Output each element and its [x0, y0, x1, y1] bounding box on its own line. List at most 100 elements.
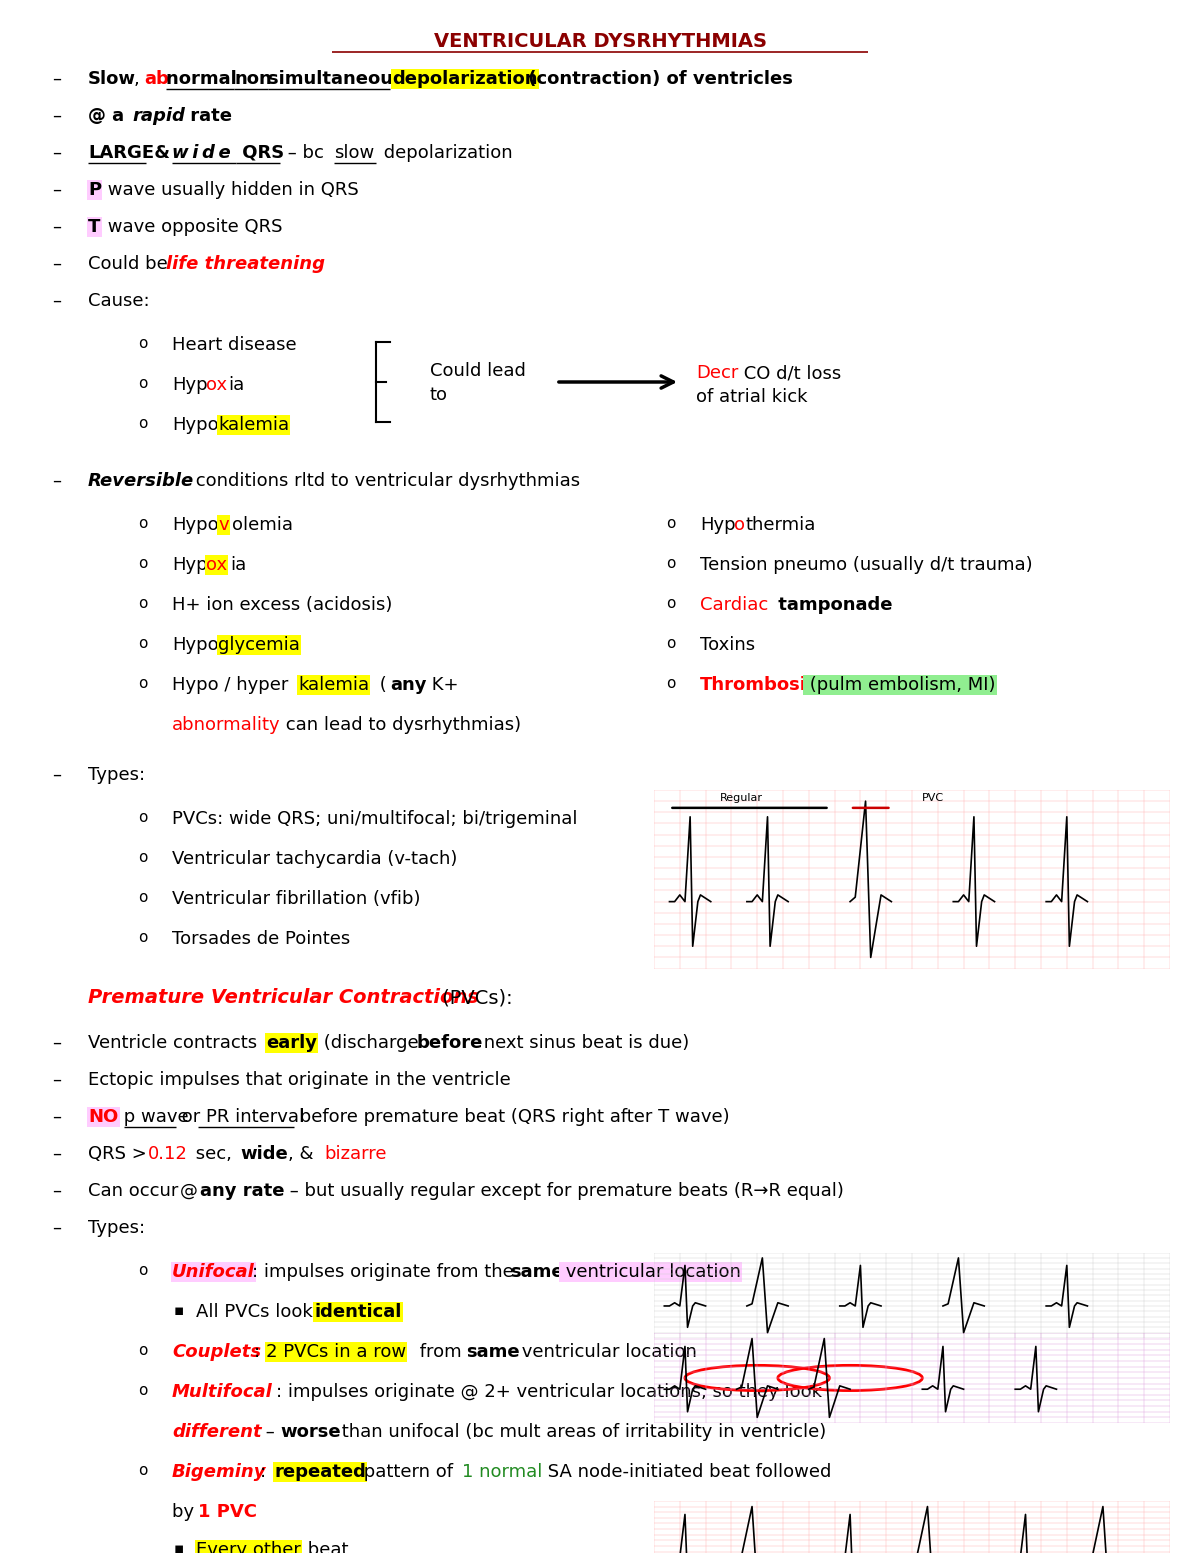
Text: –: – [52, 472, 61, 491]
Text: NO: NO [88, 1107, 119, 1126]
Text: K+: K+ [426, 676, 458, 694]
Text: early: early [266, 1034, 317, 1051]
Text: QRS >: QRS > [88, 1145, 152, 1163]
Text: – bc: – bc [282, 144, 330, 162]
Text: kalemia: kalemia [298, 676, 370, 694]
Text: slow: slow [334, 144, 374, 162]
Text: of atrial kick: of atrial kick [696, 388, 808, 405]
Text: Decr: Decr [696, 363, 738, 382]
Text: –: – [52, 255, 61, 273]
Text: Slow: Slow [88, 70, 136, 89]
Text: o: o [666, 516, 676, 531]
Text: than unifocal (bc mult areas of irritability in ventricle): than unifocal (bc mult areas of irritabi… [336, 1423, 827, 1441]
Text: Reversible: Reversible [88, 472, 194, 491]
Text: : impulses originate @ 2+ ventricular locations, so they look: : impulses originate @ 2+ ventricular lo… [276, 1384, 822, 1401]
Text: thermia: thermia [746, 516, 816, 534]
Text: Hypo: Hypo [172, 516, 218, 534]
Text: Torsades de Pointes: Torsades de Pointes [172, 930, 350, 947]
Text: 1 PVC: 1 PVC [198, 1503, 257, 1520]
Text: LARGE: LARGE [88, 144, 154, 162]
Text: : impulses originate from the: : impulses originate from the [252, 1263, 520, 1281]
Text: (discharge: (discharge [318, 1034, 425, 1051]
Text: :: : [254, 1343, 266, 1360]
Text: simultaneous: simultaneous [268, 70, 410, 89]
Text: o: o [138, 556, 148, 572]
Text: QRS: QRS [236, 144, 284, 162]
Text: (contraction) of ventricles: (contraction) of ventricles [522, 70, 793, 89]
Text: Hyp: Hyp [700, 516, 736, 534]
Text: Ventricular tachycardia (v-tach): Ventricular tachycardia (v-tach) [172, 849, 457, 868]
Text: T: T [88, 217, 101, 236]
Text: –: – [52, 1219, 61, 1238]
Text: Hyp: Hyp [172, 376, 208, 394]
Text: –: – [52, 1034, 61, 1051]
Text: Hyp: Hyp [172, 556, 208, 575]
Text: Ventricular fibrillation (vfib): Ventricular fibrillation (vfib) [172, 890, 420, 909]
Text: w i d e: w i d e [172, 144, 230, 162]
Text: v: v [218, 516, 229, 534]
Text: –: – [52, 217, 61, 236]
Text: o: o [138, 890, 148, 905]
Text: –: – [260, 1423, 281, 1441]
Text: H+ ion excess (acidosis): H+ ion excess (acidosis) [172, 596, 392, 613]
Text: , &: , & [288, 1145, 319, 1163]
Text: CO d/t loss: CO d/t loss [738, 363, 841, 382]
Text: Ventricle contracts: Ventricle contracts [88, 1034, 263, 1051]
Text: depolarization: depolarization [378, 144, 512, 162]
Text: –: – [52, 144, 61, 162]
Text: o: o [138, 637, 148, 651]
Text: ia: ia [228, 376, 245, 394]
Text: PVC: PVC [923, 794, 944, 803]
Text: –: – [52, 766, 61, 784]
Text: Unifocal: Unifocal [172, 1263, 254, 1281]
Text: can lead to dysrhythmias): can lead to dysrhythmias) [280, 716, 521, 735]
Text: life threatening: life threatening [166, 255, 325, 273]
Text: ox: ox [206, 376, 227, 394]
Text: before premature beat (QRS right after T wave): before premature beat (QRS right after T… [294, 1107, 730, 1126]
Text: olemia: olemia [232, 516, 293, 534]
Text: Thrombosis: Thrombosis [700, 676, 817, 694]
Text: rate: rate [184, 107, 232, 124]
Text: All PVCs look: All PVCs look [196, 1303, 318, 1322]
Text: Types:: Types: [88, 1219, 145, 1238]
Text: wide: wide [240, 1145, 288, 1163]
Text: &: & [148, 144, 176, 162]
Text: identical: identical [314, 1303, 401, 1322]
Text: any rate: any rate [200, 1182, 284, 1200]
Text: ia: ia [230, 556, 246, 575]
Text: Heart disease: Heart disease [172, 335, 296, 354]
Text: ,: , [134, 70, 145, 89]
Text: o: o [138, 516, 148, 531]
Text: – but usually regular except for premature beats (R→R equal): – but usually regular except for prematu… [284, 1182, 844, 1200]
Text: –: – [52, 182, 61, 199]
Text: SA node-initiated beat followed: SA node-initiated beat followed [542, 1463, 832, 1482]
Text: o: o [138, 1263, 148, 1278]
Text: or PR interval: or PR interval [176, 1107, 304, 1126]
Text: from: from [414, 1343, 467, 1360]
Text: Cause:: Cause: [88, 292, 150, 311]
Text: –: – [52, 70, 61, 89]
Text: Couplets: Couplets [172, 1343, 262, 1360]
Text: 2 PVCs in a row: 2 PVCs in a row [266, 1343, 406, 1360]
Text: VENTRICULAR DYSRHYTHMIAS: VENTRICULAR DYSRHYTHMIAS [433, 33, 767, 51]
Text: 0.12: 0.12 [148, 1145, 188, 1163]
Text: :: : [260, 1463, 272, 1482]
Text: –: – [52, 292, 61, 311]
Text: P: P [88, 182, 101, 199]
Text: Hypo / hyper: Hypo / hyper [172, 676, 288, 694]
Text: repeated: repeated [274, 1463, 366, 1482]
Text: Premature Ventricular Contractions: Premature Ventricular Contractions [88, 988, 479, 1006]
Text: ventricular location: ventricular location [560, 1263, 740, 1281]
Text: Hypo: Hypo [172, 637, 218, 654]
Text: same: same [466, 1343, 520, 1360]
Text: ab: ab [144, 70, 169, 89]
Text: o: o [666, 676, 676, 691]
Text: conditions rltd to ventricular dysrhythmias: conditions rltd to ventricular dysrhythm… [190, 472, 580, 491]
Text: Every other: Every other [196, 1541, 301, 1553]
Text: any: any [390, 676, 426, 694]
Text: p wave: p wave [118, 1107, 188, 1126]
Text: glycemia: glycemia [218, 637, 300, 654]
Text: o: o [138, 596, 148, 610]
Text: bizarre: bizarre [324, 1145, 386, 1163]
Text: Can occur: Can occur [88, 1182, 184, 1200]
